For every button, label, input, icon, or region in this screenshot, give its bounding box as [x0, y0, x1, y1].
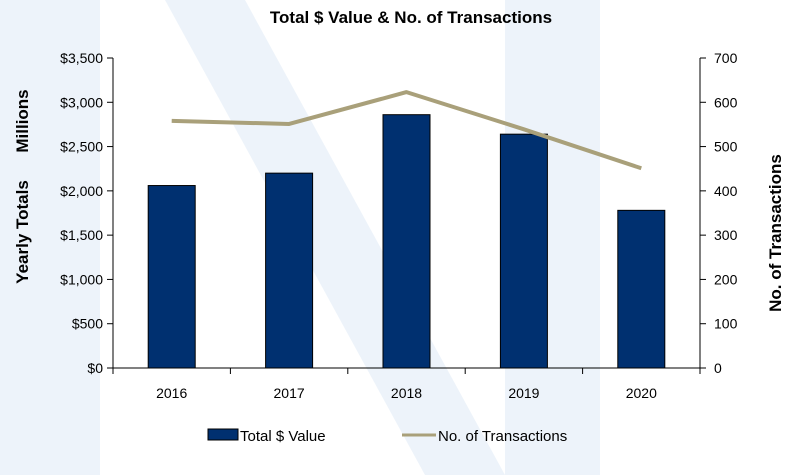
left-tick-label: $2,500 [60, 139, 103, 155]
bar-total-value [617, 209, 666, 369]
bar-total-value [147, 185, 196, 369]
x-axis-labels: 2016 2017 2018 2019 2020 [112, 368, 701, 401]
right-tick-label: 200 [714, 271, 738, 287]
left-tick-label: $1,000 [60, 271, 103, 287]
watermark-shape [0, 0, 100, 475]
watermark-shape [165, 0, 505, 475]
right-tick-label: 500 [714, 139, 738, 155]
bar-total-value [382, 114, 431, 369]
left-tick-label: $3,000 [60, 94, 103, 110]
legend: Total $ Value No. of Transactions [207, 428, 567, 445]
bar-total-value [265, 172, 314, 369]
legend-label-transactions: No. of Transactions [438, 428, 567, 445]
legend-label-total-value: Total $ Value [240, 428, 326, 445]
left-axis-ticks: $0 $500 $1,000 $1,500 $2,000 $2,500 $3,000 $3,5… [60, 50, 113, 376]
left-tick-label: $0 [87, 360, 103, 376]
bar-total-value [499, 133, 548, 369]
right-tick-label: 600 [714, 94, 738, 110]
right-tick-label: 700 [714, 50, 738, 66]
right-tick-label: 300 [714, 227, 738, 243]
left-tick-label: $3,500 [60, 50, 103, 66]
left-axis-title: Yearly Totals [13, 180, 32, 284]
left-axis-title-top: Millions [13, 89, 32, 152]
left-tick-label: $1,500 [60, 227, 103, 243]
x-tick-label: 2016 [156, 385, 187, 401]
x-tick-label: 2018 [391, 385, 422, 401]
chart-title: Total $ Value & No. of Transactions [270, 8, 552, 27]
right-tick-label: 100 [714, 316, 738, 332]
x-tick-label: 2017 [274, 385, 305, 401]
right-tick-label: 400 [714, 183, 738, 199]
right-tick-label: 0 [714, 360, 722, 376]
legend-swatch-total-value [207, 428, 239, 441]
line-series [171, 90, 642, 171]
left-tick-label: $500 [72, 316, 103, 332]
bar-series [147, 114, 666, 369]
x-tick-label: 2020 [626, 385, 657, 401]
left-tick-label: $2,000 [60, 183, 103, 199]
x-tick-label: 2019 [508, 385, 539, 401]
right-axis-title: No. of Transactions [766, 154, 785, 312]
right-axis-ticks: 0 100 200 300 400 500 600 700 [700, 50, 738, 376]
